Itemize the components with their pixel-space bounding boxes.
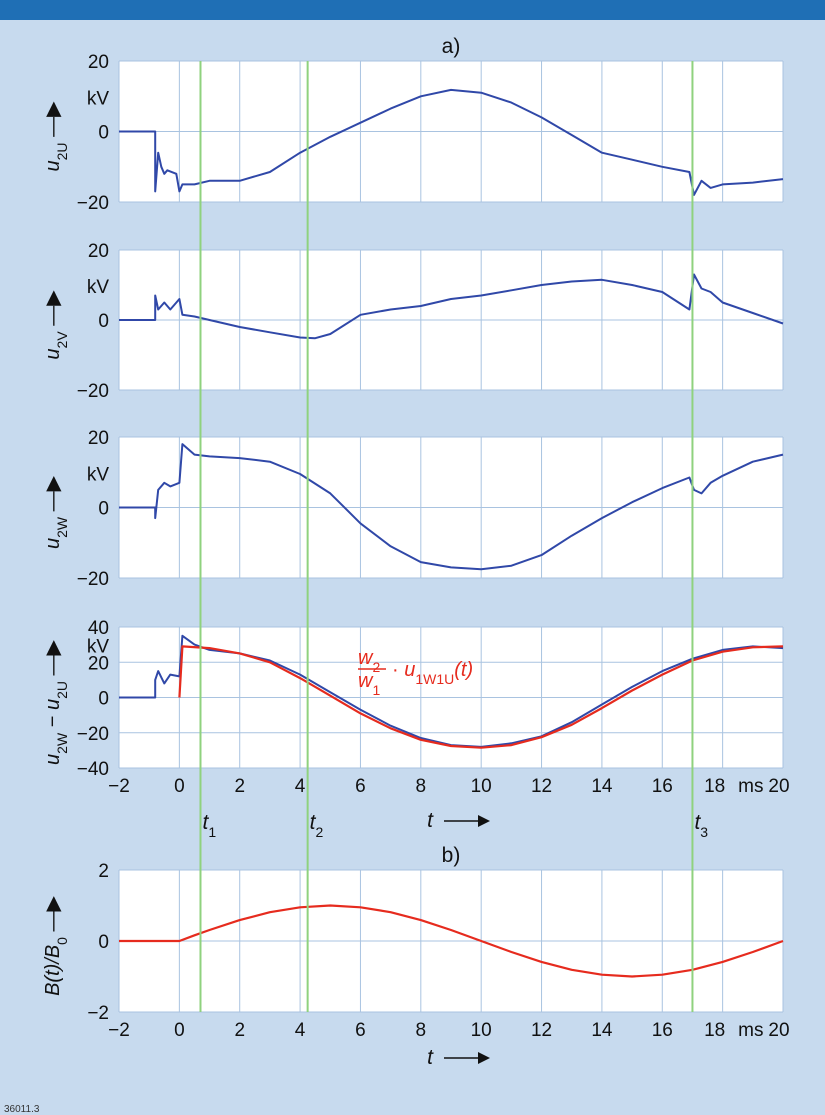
y-tick-label: 0 bbox=[98, 932, 109, 953]
x-tick-label: 16 bbox=[652, 776, 673, 797]
unit-label: kV bbox=[87, 464, 110, 485]
time-marker-lines: t1 t2 t3 bbox=[199, 61, 708, 1012]
x-tick-label: 14 bbox=[591, 776, 613, 797]
x-tick-label: 10 bbox=[471, 1020, 492, 1041]
annotation-numerator: w2 bbox=[358, 647, 380, 675]
y-axis-label: u2V —▶ bbox=[42, 290, 70, 360]
theory-curve bbox=[178, 645, 784, 749]
y-tick-label: 0 bbox=[98, 311, 109, 332]
y-axis-label-text: B(t)/B0 —▶ bbox=[42, 895, 70, 995]
chart-panel-1: 20 0 −20 kV a) bbox=[77, 35, 784, 214]
x-tick-label: 8 bbox=[416, 776, 427, 797]
axis-labels: u2U —▶ u2V —▶ u2W —▶ u2W − u2U —▶ B(t)/B0 —▶… bbox=[42, 101, 490, 1069]
x-unit-label: ms bbox=[738, 1020, 763, 1041]
y-tick-label: 20 bbox=[88, 428, 109, 449]
x-tick-label: −2 bbox=[108, 776, 130, 797]
y-axis-label: u2W —▶ bbox=[42, 475, 70, 549]
panel-label: b) bbox=[442, 844, 461, 867]
x-tick-label: 0 bbox=[174, 1020, 185, 1041]
unit-label: kV bbox=[87, 637, 110, 658]
marker-label-t1: t1 bbox=[202, 811, 216, 840]
x-tick-label: 0 bbox=[174, 776, 185, 797]
panel-label: a) bbox=[442, 35, 461, 58]
y-tick-label: 0 bbox=[98, 499, 109, 520]
marker-label-t2: t2 bbox=[310, 811, 324, 840]
x-tick-label: −2 bbox=[108, 1020, 130, 1041]
t-axis-label-text: t bbox=[427, 809, 434, 832]
t-axis-label: t bbox=[427, 809, 490, 832]
x-tick-label: 18 bbox=[704, 776, 725, 797]
annotation-expression: · u1W1U(t) bbox=[392, 659, 473, 687]
plot-panels: 200−20kVa)200−20kV200−20kV40200−20−40kV−… bbox=[77, 35, 790, 1041]
chart-panel-3: 20 0 −20 kV bbox=[77, 428, 784, 590]
x-tick-label: 8 bbox=[416, 1020, 427, 1041]
measured-curve bbox=[119, 88, 784, 196]
x-tick-label: 4 bbox=[295, 1020, 306, 1041]
x-tick-label: 2 bbox=[234, 776, 245, 797]
y-axis-label-text: u2W − u2U —▶ bbox=[42, 639, 70, 765]
x-tick-label: 10 bbox=[471, 776, 492, 797]
y-tick-label: −40 bbox=[77, 759, 109, 780]
y-tick-label: −2 bbox=[87, 1003, 109, 1024]
y-axis-label: u2W − u2U —▶ bbox=[42, 639, 70, 765]
t-axis-arrow-head bbox=[478, 1052, 490, 1064]
x-tick-label: 4 bbox=[295, 776, 306, 797]
y-axis-label-text: u2V —▶ bbox=[42, 290, 70, 360]
x-tick-label: 20 bbox=[768, 776, 789, 797]
y-tick-label: 2 bbox=[98, 861, 109, 882]
y-tick-label: −20 bbox=[77, 569, 109, 590]
x-tick-label: 18 bbox=[704, 1020, 725, 1041]
y-tick-label: 20 bbox=[88, 52, 109, 73]
x-tick-label: 6 bbox=[355, 1020, 366, 1041]
t-axis-label: t bbox=[427, 1046, 490, 1069]
x-tick-label: 12 bbox=[531, 1020, 552, 1041]
y-tick-label: −20 bbox=[77, 193, 109, 214]
t-axis-arrow-head bbox=[478, 815, 490, 827]
theory-curve bbox=[119, 904, 784, 978]
y-tick-label: 20 bbox=[88, 653, 109, 674]
annotation-denominator: w1 bbox=[358, 670, 380, 698]
unit-label: kV bbox=[87, 88, 110, 109]
y-tick-label: 40 bbox=[88, 618, 109, 639]
y-tick-label: −20 bbox=[77, 724, 109, 745]
y-axis-label: u2U —▶ bbox=[42, 101, 70, 172]
x-tick-label: 14 bbox=[591, 1020, 613, 1041]
measured-curve bbox=[119, 634, 784, 748]
x-tick-label: 12 bbox=[531, 776, 552, 797]
x-unit-label: ms bbox=[738, 776, 763, 797]
unit-label: kV bbox=[87, 277, 110, 298]
y-axis-label-text: u2W —▶ bbox=[42, 475, 70, 549]
y-axis-label: B(t)/B0 —▶ bbox=[42, 895, 70, 995]
x-tick-label: 16 bbox=[652, 1020, 673, 1041]
figure-id: 36011.3 bbox=[4, 1104, 40, 1115]
y-tick-label: −20 bbox=[77, 381, 109, 402]
y-tick-label: 20 bbox=[88, 241, 109, 262]
y-tick-label: 0 bbox=[98, 123, 109, 144]
x-tick-label: 6 bbox=[355, 776, 366, 797]
x-tick-label: 20 bbox=[768, 1020, 789, 1041]
t-axis-label-text: t bbox=[427, 1046, 434, 1069]
chart-panel-2: 20 0 −20 kV bbox=[77, 241, 784, 402]
x-tick-label: 2 bbox=[234, 1020, 245, 1041]
y-tick-label: 0 bbox=[98, 689, 109, 710]
header-bar bbox=[0, 0, 825, 20]
marker-label-t3: t3 bbox=[694, 811, 708, 840]
y-axis-label-text: u2U —▶ bbox=[42, 101, 70, 172]
